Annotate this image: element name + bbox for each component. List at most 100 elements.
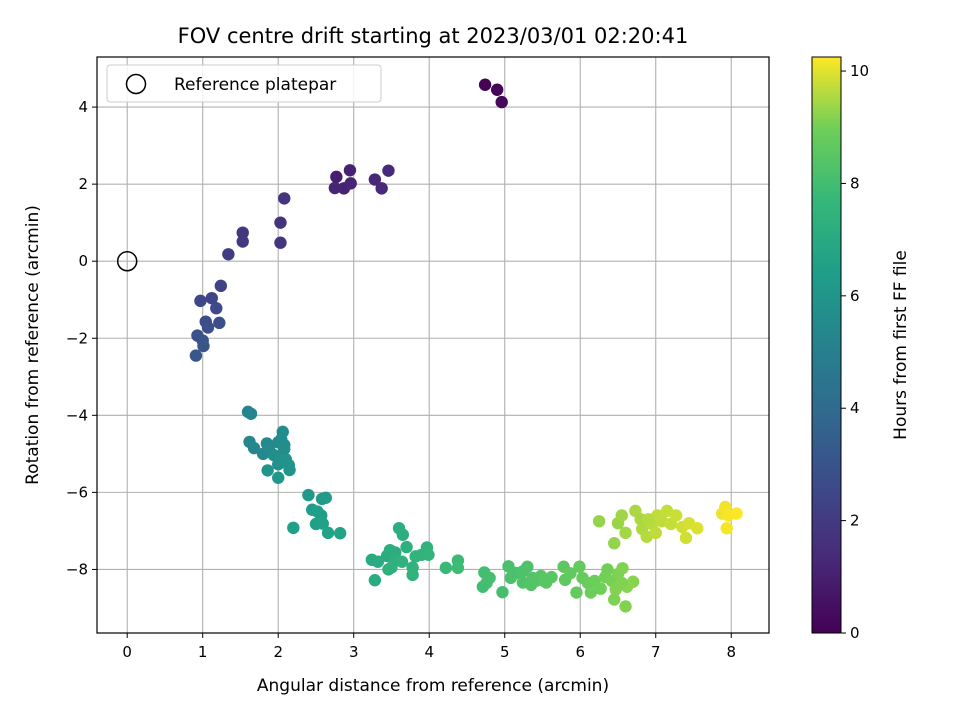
data-point xyxy=(382,563,395,576)
legend-entry: Reference platepar xyxy=(174,75,336,95)
data-point xyxy=(236,235,249,248)
y-tick-label: −6 xyxy=(66,483,88,501)
data-point xyxy=(343,164,357,177)
data-point xyxy=(333,527,347,540)
y-tick-label: −4 xyxy=(66,406,88,424)
data-point xyxy=(483,571,496,585)
colorbar-tick-label: 4 xyxy=(850,399,860,417)
x-tick-label: 1 xyxy=(198,643,208,661)
data-point xyxy=(608,593,621,606)
data-point xyxy=(382,164,395,177)
data-point xyxy=(278,192,291,205)
data-point xyxy=(330,170,343,184)
data-point xyxy=(205,291,218,305)
data-point xyxy=(214,279,228,293)
data-point xyxy=(197,339,210,353)
data-point xyxy=(371,555,385,568)
data-point xyxy=(608,537,621,550)
data-point xyxy=(540,576,553,589)
data-points xyxy=(189,78,743,613)
y-axis-ticks: 4 2 0 −2 −4 −6 −8 xyxy=(66,98,97,578)
x-tick-label: 4 xyxy=(424,643,434,661)
data-point xyxy=(609,583,622,596)
data-point xyxy=(368,574,382,587)
data-point xyxy=(213,316,226,330)
legend: Reference platepar xyxy=(106,64,382,103)
data-point xyxy=(615,509,628,522)
reference-platepar-marker xyxy=(116,250,138,272)
data-point xyxy=(451,561,465,575)
colorbar xyxy=(811,56,842,634)
data-point xyxy=(601,563,614,576)
data-point xyxy=(316,517,329,530)
data-point xyxy=(495,95,508,109)
legend-marker xyxy=(125,73,147,95)
colorbar-tick-label: 0 xyxy=(850,624,860,642)
data-point xyxy=(274,216,287,229)
data-point xyxy=(584,586,598,599)
data-point xyxy=(422,548,435,561)
y-tick-label: 0 xyxy=(78,252,88,270)
x-tick-label: 7 xyxy=(651,643,661,661)
data-point xyxy=(409,550,422,563)
data-point xyxy=(439,561,453,575)
x-tick-label: 8 xyxy=(726,643,736,661)
colorbar-ticks: 0 2 4 6 8 10 xyxy=(841,62,869,642)
colorbar-tick-label: 10 xyxy=(850,62,869,80)
data-point xyxy=(490,83,504,96)
colorbar-tick-label: 2 xyxy=(850,512,860,530)
data-point xyxy=(691,522,704,535)
data-point xyxy=(375,182,388,195)
grid xyxy=(97,57,769,633)
data-point xyxy=(619,600,632,613)
data-point xyxy=(730,507,743,520)
data-point xyxy=(669,509,683,522)
data-point xyxy=(476,580,490,593)
data-point xyxy=(287,521,300,535)
x-tick-label: 3 xyxy=(349,643,359,661)
data-point xyxy=(564,567,577,580)
data-point xyxy=(319,491,332,504)
data-point xyxy=(720,522,733,535)
y-axis-label: Rotation from reference (arcmin) xyxy=(23,205,43,485)
data-point xyxy=(478,78,492,91)
data-point xyxy=(400,540,413,554)
data-point xyxy=(247,441,261,455)
data-point xyxy=(496,585,509,599)
data-point xyxy=(321,526,335,540)
data-point xyxy=(283,463,296,477)
data-point xyxy=(278,442,291,456)
data-point xyxy=(649,526,662,540)
plot-frame xyxy=(96,56,770,634)
data-point xyxy=(201,321,215,334)
data-point xyxy=(616,562,629,575)
data-point xyxy=(274,236,287,249)
data-point xyxy=(626,575,640,588)
data-point xyxy=(236,226,249,239)
data-point xyxy=(302,488,315,502)
data-point xyxy=(189,349,203,362)
x-tick-label: 6 xyxy=(575,643,585,661)
data-point xyxy=(573,560,586,573)
data-point xyxy=(619,526,632,540)
y-tick-label: −8 xyxy=(66,560,88,578)
data-point xyxy=(244,407,258,420)
x-axis-ticks: 0 1 2 3 4 5 6 7 8 xyxy=(122,633,736,661)
data-point xyxy=(594,582,607,595)
x-tick-label: 0 xyxy=(122,643,132,661)
data-point xyxy=(261,464,274,477)
data-point xyxy=(406,568,419,582)
data-point xyxy=(641,513,655,526)
data-point xyxy=(521,560,534,573)
data-point xyxy=(524,578,538,592)
data-point xyxy=(272,471,285,484)
data-point xyxy=(194,294,207,308)
data-point xyxy=(592,515,606,528)
data-point xyxy=(210,302,223,315)
data-point xyxy=(679,531,693,545)
legend-box xyxy=(106,64,382,103)
data-point xyxy=(344,177,357,190)
y-tick-label: 4 xyxy=(78,98,88,116)
data-point xyxy=(570,586,583,599)
